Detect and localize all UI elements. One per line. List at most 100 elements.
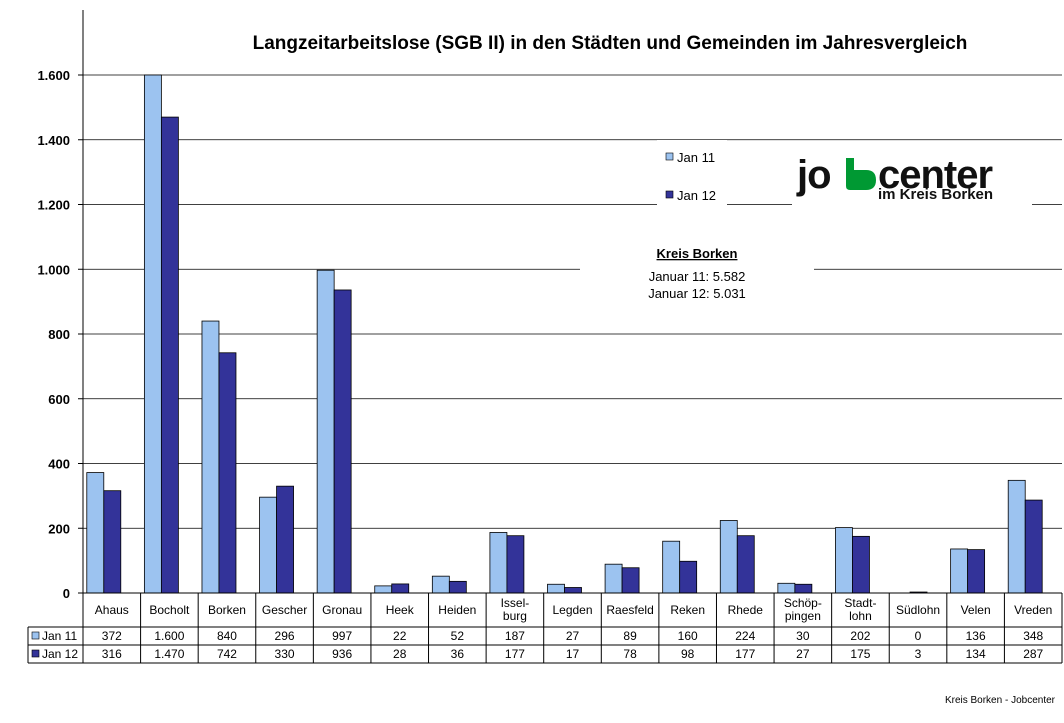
logo-word-end: center	[878, 153, 992, 197]
category-label-isselburg: Issel-burg	[501, 596, 530, 623]
table-cell-jan-12-velen: 134	[966, 647, 986, 661]
y-axis-ticks: 0 200 400 600 800 1.000 1.200 1.400 1.600	[37, 68, 83, 601]
y-tick-label: 1.000	[37, 262, 70, 277]
category-label-ahaus: Ahaus	[95, 603, 129, 617]
logo-b-mark	[846, 158, 876, 190]
y-tick-label: 200	[48, 521, 70, 536]
chart-title: Langzeitarbeitslose (SGB II) in den Städ…	[253, 33, 968, 54]
bar-jan-11-borken	[201, 320, 220, 594]
bar-jan-12-raesfeld	[621, 567, 640, 594]
legend-swatch-jan-12	[665, 190, 674, 199]
table-cell-jan-11-schöppingen: 30	[796, 629, 810, 643]
category-label-stadtlohn: Stadt-lohn	[844, 596, 876, 623]
bar-jan-11-velen	[950, 548, 969, 594]
jobcenter-logo: jo center im Kreis Borken	[792, 148, 1032, 206]
logo-word-start: jo	[796, 153, 831, 197]
table-cell-jan-11-vreden: 348	[1023, 629, 1043, 643]
table-cell-jan-12-heek: 28	[393, 647, 407, 661]
y-tick-label: 1.200	[37, 198, 70, 213]
bar-jan-11-legden	[547, 583, 565, 594]
category-label-raesfeld: Raesfeld	[606, 603, 653, 617]
bar-jan-12-velen	[967, 549, 986, 594]
table-cell-jan-12-ahaus: 316	[102, 647, 122, 661]
y-tick-label: 600	[48, 392, 70, 407]
category-label-rhede: Rhede	[728, 603, 764, 617]
table-series-name-jan-11: Jan 11	[42, 629, 77, 643]
annotation-background	[580, 240, 814, 306]
bar-jan-12-rhede	[736, 535, 755, 594]
gridlines	[83, 74, 1062, 529]
bar-jan-12-schöppingen	[794, 583, 813, 594]
data-table: Ahaus Bocholt Borken Gescher Gronau Heek Heide…	[27, 592, 1063, 664]
bar-jan-12-reken	[679, 560, 698, 594]
bar-jan-11-bocholt	[143, 74, 162, 594]
bar-jan-11-reken	[662, 540, 681, 594]
table-cell-jan-11-stadtlohn: 202	[850, 629, 870, 643]
table-cell-jan-11-südlohn: 0	[915, 629, 922, 643]
logo-subline: im Kreis Borken	[878, 186, 993, 203]
table-cell-jan-12-raesfeld: 78	[623, 647, 637, 661]
table-cell-jan-12-borken: 742	[217, 647, 237, 661]
table-cell-jan-11-borken: 840	[217, 629, 237, 643]
table-cell-jan-11-bocholt: 1.600	[154, 629, 184, 643]
annotation-line-1: Januar 11: 5.582	[649, 269, 746, 284]
bar-jan-12-gronau	[333, 289, 352, 594]
table-cell-jan-12-isselburg: 177	[505, 647, 525, 661]
bar-jan-12-stadtlohn	[852, 535, 870, 594]
bar-jan-11-rhede	[719, 520, 738, 594]
y-tick-label: 0	[63, 586, 70, 601]
bar-jan-11-gronau	[316, 269, 335, 594]
bar-jan-11-gescher	[259, 496, 277, 594]
table-cell-jan-12-heiden: 36	[451, 647, 465, 661]
legend: Jan 11 Jan 12	[657, 140, 727, 207]
category-label-velen: Velen	[961, 603, 991, 617]
bar-jan-12-heek	[391, 583, 410, 594]
bar-jan-12-vreden	[1024, 499, 1043, 594]
category-label-vreden: Vreden	[1014, 603, 1052, 617]
logo-background	[792, 148, 1032, 206]
table-cell-jan-11-velen: 136	[966, 629, 986, 643]
table-cell-jan-12-gescher: 330	[275, 647, 295, 661]
table-cell-jan-11-heiden: 52	[451, 629, 465, 643]
bar-jan-11-stadtlohn	[835, 527, 853, 594]
category-label-legden: Legden	[552, 603, 592, 617]
table-cell-jan-11-legden: 27	[566, 629, 580, 643]
table-cell-jan-12-gronau: 936	[332, 647, 352, 661]
category-label-heiden: Heiden	[438, 603, 476, 617]
category-label-borken: Borken	[208, 603, 246, 617]
bar-jan-11-heek	[374, 585, 393, 594]
table-cell-jan-11-heek: 22	[393, 629, 407, 643]
table-cell-jan-12-vreden: 287	[1023, 647, 1043, 661]
table-cell-jan-12-reken: 98	[681, 647, 695, 661]
bar-jan-12-gescher	[276, 485, 294, 594]
table-cell-jan-11-ahaus: 372	[102, 629, 122, 643]
category-label-südlohn: Südlohn	[896, 603, 940, 617]
table-key-jan-12	[31, 649, 40, 658]
category-label-gescher: Gescher	[262, 603, 307, 617]
annotation-box: Kreis Borken Januar 11: 5.582 Januar 12:…	[580, 240, 814, 306]
table-cell-jan-11-gescher: 296	[275, 629, 295, 643]
table-cell-jan-11-gronau: 997	[332, 629, 352, 643]
table-cell-jan-12-bocholt: 1.470	[154, 647, 184, 661]
table-cell-jan-12-südlohn: 3	[915, 647, 922, 661]
bar-jan-11-raesfeld	[604, 563, 623, 594]
bar-jan-12-ahaus	[103, 490, 122, 594]
category-label-bocholt: Bocholt	[149, 603, 190, 617]
y-tick-label: 800	[48, 327, 70, 342]
table-key-jan-11	[31, 631, 40, 640]
y-tick-label: 1.600	[37, 68, 70, 83]
category-label-heek: Heek	[386, 603, 415, 617]
table-cell-jan-11-raesfeld: 89	[623, 629, 637, 643]
legend-swatch-jan-11	[665, 152, 674, 161]
bar-jan-12-bocholt	[160, 116, 179, 594]
category-label-schöppingen: Schöp-pingen	[784, 596, 822, 623]
table-cell-jan-12-schöppingen: 27	[796, 647, 810, 661]
table-cell-jan-11-rhede: 224	[735, 629, 755, 643]
bar-jan-11-schöppingen	[777, 582, 796, 594]
y-tick-label: 1.400	[37, 133, 70, 148]
table-series-name-jan-12: Jan 12	[42, 647, 78, 661]
table-cell-jan-11-isselburg: 187	[505, 629, 525, 643]
legend-label-jan-12: Jan 12	[677, 188, 716, 203]
table-cell-jan-11-reken: 160	[678, 629, 698, 643]
